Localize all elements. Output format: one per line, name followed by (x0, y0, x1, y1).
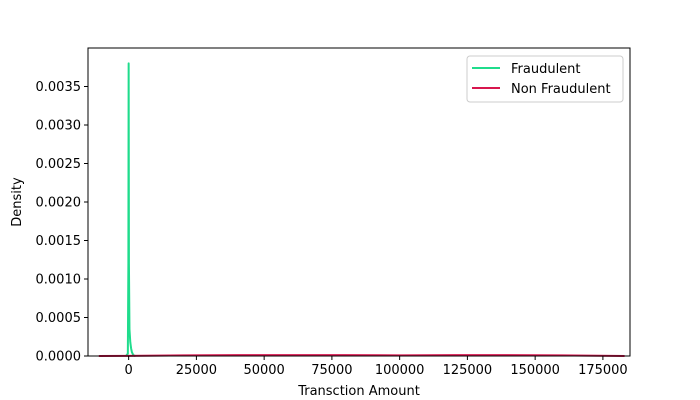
legend-box (466, 55, 624, 103)
legend: Fraudulent Non Fraudulent (466, 55, 624, 103)
y-tick-label: 0.0000 (36, 350, 82, 365)
x-tick-label: 50000 (243, 363, 284, 378)
legend-label: Non Fraudulent (511, 82, 611, 97)
y-tick-label: 0.0030 (36, 119, 82, 134)
plot-area (98, 62, 625, 357)
x-tick-label: 125000 (443, 363, 493, 378)
y-axis-label: Density (10, 177, 25, 227)
y-tick-label: 0.0035 (36, 80, 82, 95)
x-tick-label: 100000 (375, 363, 425, 378)
y-tick-label: 0.0010 (36, 273, 82, 288)
x-axis: 0 25000 50000 75000 100000 125000 150000 175000 (125, 356, 628, 378)
y-tick-label: 0.0015 (36, 234, 82, 249)
legend-label: Fraudulent (511, 62, 581, 77)
y-tick-label: 0.0025 (36, 157, 82, 172)
y-axis: 0.0000 0.0005 0.0010 0.0015 0.0020 0.0025 0.00… (36, 80, 88, 365)
x-axis-label: Transction Amount (297, 384, 420, 399)
x-tick-label: 25000 (176, 363, 217, 378)
y-tick-label: 0.0005 (36, 311, 82, 326)
x-tick-label: 175000 (578, 363, 628, 378)
series-line-fraudulent (125, 62, 136, 357)
y-tick-label: 0.0020 (36, 196, 82, 211)
x-tick-label: 0 (125, 363, 133, 378)
x-tick-label: 150000 (510, 363, 560, 378)
x-tick-label: 75000 (311, 363, 352, 378)
